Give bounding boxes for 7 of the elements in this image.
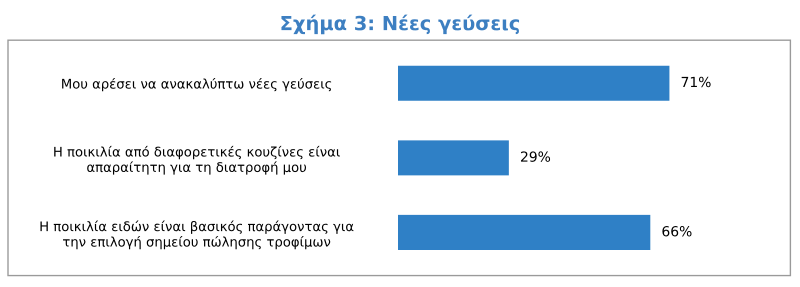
y-tick-label: Η ποικιλία από διαφορετικές κουζίνες είναι απαραίτητη για τη διατροφή μου [54,146,340,175]
chart-title: Σχήμα 3: Νέες γεύσεις [281,14,520,34]
y-tick-label: Η ποικιλία ειδών είναι βασικός παράγοντας για την επιλογή σημείου πώλησης τροφίμων [40,220,354,250]
data-label: 29% [520,151,550,162]
data-label: 66% [662,226,692,236]
data-label: 71% [682,76,711,88]
y-tick-label: Μου αρέσει να ανακαλύπτω νέες γεύσεις [62,78,332,92]
